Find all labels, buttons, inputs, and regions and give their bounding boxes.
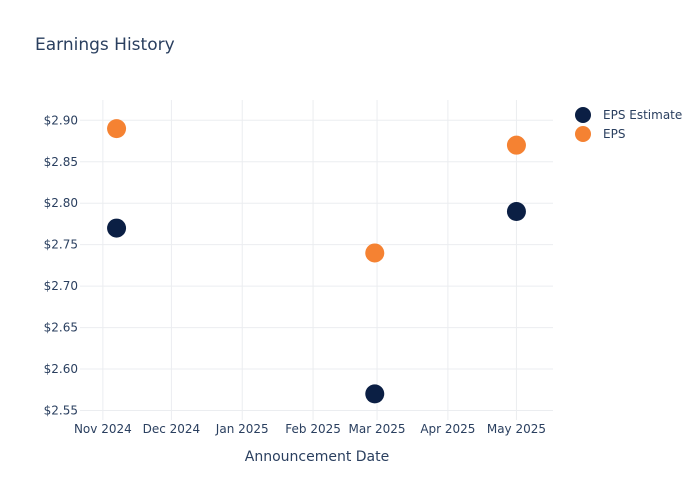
chart-title: Earnings History bbox=[35, 35, 175, 55]
legend-label: EPS bbox=[603, 127, 625, 141]
data-points bbox=[107, 119, 526, 404]
x-axis-ticks: Nov 2024 Dec 2024 Jan 2025 Feb 2025 Mar 2025… bbox=[74, 422, 546, 436]
y-tick-label: $2.60 bbox=[44, 362, 78, 376]
x-tick-label: Nov 2024 bbox=[74, 422, 132, 436]
legend[interactable]: EPS Estimate EPS bbox=[575, 107, 682, 142]
x-tick-label: Jan 2025 bbox=[215, 422, 269, 436]
eps-point[interactable] bbox=[107, 119, 127, 139]
y-tick-label: $2.80 bbox=[44, 196, 78, 210]
x-tick-label: Feb 2025 bbox=[285, 422, 341, 436]
x-tick-label: Mar 2025 bbox=[349, 422, 406, 436]
x-tick-label: May 2025 bbox=[487, 422, 546, 436]
eps-estimate-point[interactable] bbox=[107, 218, 127, 238]
legend-item-eps[interactable]: EPS bbox=[575, 126, 625, 142]
y-tick-label: $2.65 bbox=[44, 321, 78, 335]
x-gridlines bbox=[102, 100, 517, 420]
legend-marker bbox=[575, 107, 591, 123]
legend-item-eps-estimate[interactable]: EPS Estimate bbox=[575, 107, 682, 123]
y-tick-label: $2.85 bbox=[44, 155, 78, 169]
x-tick-label: Dec 2024 bbox=[143, 422, 201, 436]
x-tick-label: Apr 2025 bbox=[420, 422, 475, 436]
y-tick-label: $2.75 bbox=[44, 238, 78, 252]
eps-estimate-point[interactable] bbox=[365, 384, 385, 404]
eps-estimate-point[interactable] bbox=[506, 202, 526, 222]
x-axis-title: Announcement Date bbox=[245, 449, 389, 465]
y-axis-ticks: $2.55 $2.60 $2.65 $2.70 $2.75 $2.80 $2.85 $2.90 bbox=[44, 113, 78, 417]
legend-marker bbox=[575, 126, 591, 142]
y-tick-label: $2.70 bbox=[44, 279, 78, 293]
eps-point[interactable] bbox=[506, 135, 526, 155]
y-gridlines bbox=[80, 119, 553, 411]
legend-label: EPS Estimate bbox=[603, 108, 682, 122]
y-tick-label: $2.55 bbox=[44, 403, 78, 417]
eps-point[interactable] bbox=[365, 243, 385, 263]
y-tick-label: $2.90 bbox=[44, 113, 78, 127]
